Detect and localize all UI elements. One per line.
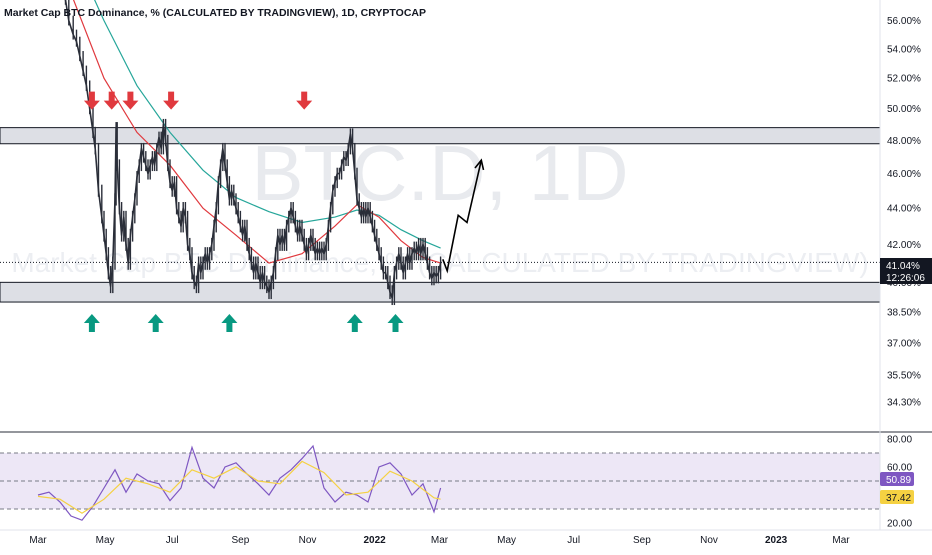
rsi-ma-value-label: 37.42 [886,493,911,504]
time-tick-label: Sep [232,535,250,546]
time-tick-label: 2022 [363,535,386,546]
countdown-label: 12:26:06 [886,273,925,284]
price-tick-label: 42.00% [887,240,921,251]
price-tick-label: 34.30% [887,397,921,408]
up-arrow-marker [147,314,164,333]
time-tick-label: Mar [29,535,47,546]
time-tick-label: Mar [832,535,850,546]
time-tick-label: Mar [431,535,449,546]
time-tick-label: Jul [166,535,179,546]
rsi-tick-label: 60.00 [887,463,912,474]
up-arrow-marker [83,314,100,333]
up-arrow-marker [221,314,238,333]
rsi-pane [0,444,880,521]
up-arrow-marker [387,314,404,333]
price-tick-label: 52.00% [887,74,921,85]
time-tick-label: Sep [633,535,651,546]
down-arrow-marker [122,91,139,110]
price-tick-label: 46.00% [887,169,921,180]
time-tick-label: Jul [567,535,580,546]
price-tick-label: 37.00% [887,339,921,350]
rsi-tick-label: 20.00 [887,519,912,530]
down-arrow-marker [103,91,120,110]
resistance-zone[interactable] [0,127,881,145]
price-tick-label: 56.00% [887,16,921,27]
rsi-tick-label: 80.00 [887,435,912,446]
last-price-badge [880,258,932,284]
price-tick-label: 54.00% [887,44,921,55]
rsi-band [0,453,880,509]
time-tick-label: Nov [299,535,317,546]
rsi-axis[interactable]: 80.00 60.00 20.00 [887,435,912,530]
last-price-label: 41.04% [886,261,920,272]
time-tick-label: May [96,535,115,546]
price-tick-label: 38.50% [887,308,921,319]
ma-short-line[interactable] [38,0,441,264]
rsi-ma-value-badge [880,490,914,504]
down-arrow-marker [83,91,100,110]
projection-arrowhead [474,158,485,171]
rsi-ma-line[interactable] [37,460,441,514]
price-tick-label: 48.00% [887,136,921,147]
support-zone[interactable] [0,281,881,303]
rsi-value-label: 50.89 [886,475,911,486]
up-arrow-marker [346,314,363,333]
time-tick-label: Nov [700,535,718,546]
projection-line[interactable] [442,160,483,274]
ma-long-line[interactable] [71,0,441,249]
series-layer [0,0,880,306]
down-arrow-marker [163,91,180,110]
down-arrow-marker [296,91,313,110]
chart-title: Market Cap BTC Dominance, % (CALCULATED … [4,7,426,19]
time-axis[interactable]: Mar May Jul Sep Nov 2022 Mar May Jul Sep Nov 2023 Ma… [29,535,850,546]
rsi-line[interactable] [37,444,442,521]
arrows-layer [83,91,404,333]
time-tick-label: 2023 [765,535,788,546]
price-tick-label: 35.50% [887,371,921,382]
price-tick-label: 44.00% [887,204,921,215]
rsi-value-badge [880,472,914,486]
price-tick-label: 50.00% [887,104,921,115]
time-tick-label: May [497,535,516,546]
